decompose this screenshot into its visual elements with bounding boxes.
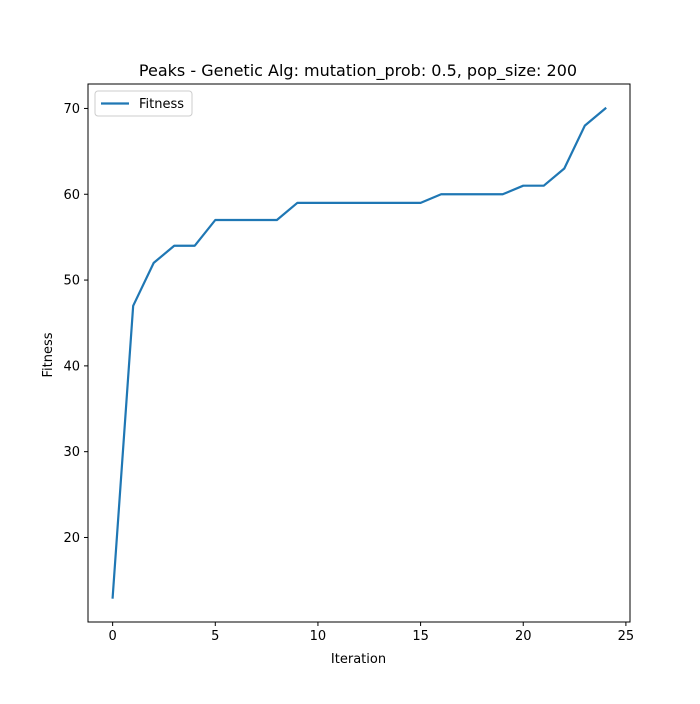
x-axis-label: Iteration	[331, 652, 386, 667]
x-tick-label: 0	[108, 629, 116, 644]
y-tick-label: 20	[63, 531, 80, 546]
axes	[87, 83, 631, 623]
y-tick-label: 70	[63, 102, 80, 117]
y-tick-label: 30	[63, 445, 80, 460]
series-line-fitness	[111, 106, 607, 599]
x-tick-label: 5	[211, 629, 219, 644]
y-tick-label: 40	[63, 359, 80, 374]
y-axis-ticks: 20 30 40 50 60 70	[63, 102, 88, 546]
y-axis-label: Fitness	[41, 332, 56, 377]
chart-title: Peaks - Genetic Alg: mutation_prob: 0.5,…	[139, 61, 577, 81]
y-tick-label: 50	[63, 274, 80, 289]
series-lines	[111, 106, 607, 599]
legend-label: Fitness	[139, 97, 184, 112]
x-tick-label: 20	[515, 629, 532, 644]
y-tick-label: 60	[63, 188, 80, 203]
plot-frame	[87, 83, 631, 623]
x-tick-label: 15	[412, 629, 429, 644]
x-tick-label: 10	[310, 629, 327, 644]
legend-box	[94, 90, 193, 117]
x-axis-ticks: 0 5 10 15 20 25	[108, 622, 634, 644]
legend: Fitness	[94, 90, 193, 117]
x-tick-label: 25	[618, 629, 635, 644]
